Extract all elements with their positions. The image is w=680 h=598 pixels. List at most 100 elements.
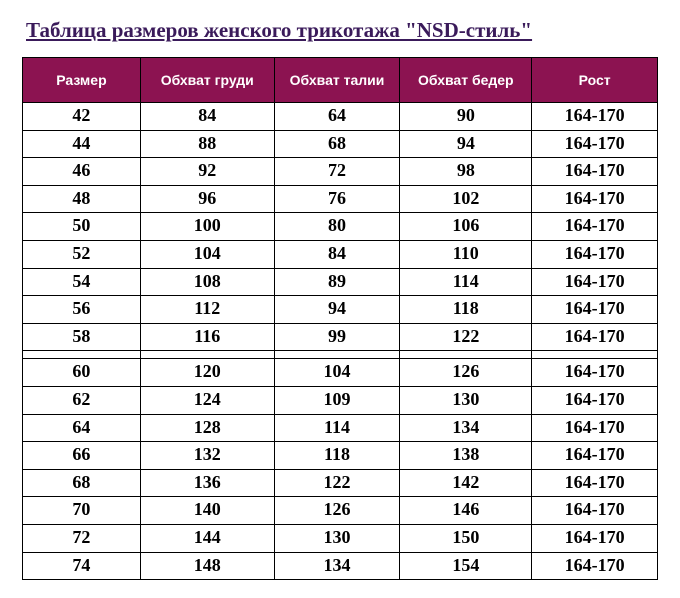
table-cell: 68 <box>23 469 141 497</box>
table-cell: 120 <box>140 359 274 387</box>
table-cell: 118 <box>274 442 400 470</box>
table-row: 44886894164-170 <box>23 130 658 158</box>
table-cell: 130 <box>274 524 400 552</box>
table-cell: 164-170 <box>532 240 658 268</box>
table-cell: 148 <box>140 552 274 580</box>
table-cell: 164-170 <box>532 524 658 552</box>
table-cell: 84 <box>274 240 400 268</box>
table-cell: 110 <box>400 240 532 268</box>
table-cell: 124 <box>140 386 274 414</box>
table-body: 42846490164-17044886894164-1704692729816… <box>23 103 658 580</box>
table-cell: 134 <box>400 414 532 442</box>
table-cell: 64 <box>274 103 400 131</box>
table-cell: 118 <box>400 296 532 324</box>
table-cell: 72 <box>23 524 141 552</box>
table-cell: 164-170 <box>532 469 658 497</box>
table-cell: 70 <box>23 497 141 525</box>
table-cell: 74 <box>23 552 141 580</box>
header-row: Размер Обхват груди Обхват талии Обхват … <box>23 58 658 103</box>
table-cell: 66 <box>23 442 141 470</box>
table-row: 68136122142164-170 <box>23 469 658 497</box>
table-cell: 99 <box>274 323 400 351</box>
table-cell: 114 <box>274 414 400 442</box>
col-hips: Обхват бедер <box>400 58 532 103</box>
table-cell: 68 <box>274 130 400 158</box>
table-cell: 122 <box>274 469 400 497</box>
table-row: 62124109130164-170 <box>23 386 658 414</box>
table-row: 5010080106164-170 <box>23 213 658 241</box>
table-cell: 94 <box>400 130 532 158</box>
table-cell: 96 <box>140 185 274 213</box>
table-cell: 164-170 <box>532 268 658 296</box>
table-cell: 80 <box>274 213 400 241</box>
table-cell: 164-170 <box>532 103 658 131</box>
table-cell: 134 <box>274 552 400 580</box>
table-cell: 164-170 <box>532 497 658 525</box>
table-row: 5811699122164-170 <box>23 323 658 351</box>
table-row: 74148134154164-170 <box>23 552 658 580</box>
table-cell: 58 <box>23 323 141 351</box>
table-cell: 164-170 <box>532 442 658 470</box>
gap-cell <box>532 351 658 359</box>
table-cell: 138 <box>400 442 532 470</box>
table-cell: 50 <box>23 213 141 241</box>
table-row: 64128114134164-170 <box>23 414 658 442</box>
table-cell: 112 <box>140 296 274 324</box>
table-cell: 164-170 <box>532 323 658 351</box>
table-cell: 140 <box>140 497 274 525</box>
col-height: Рост <box>532 58 658 103</box>
table-cell: 76 <box>274 185 400 213</box>
table-cell: 89 <box>274 268 400 296</box>
table-cell: 54 <box>23 268 141 296</box>
table-row: 60120104126164-170 <box>23 359 658 387</box>
table-cell: 150 <box>400 524 532 552</box>
table-cell: 116 <box>140 323 274 351</box>
gap-row <box>23 351 658 359</box>
table-cell: 100 <box>140 213 274 241</box>
table-cell: 94 <box>274 296 400 324</box>
table-cell: 114 <box>400 268 532 296</box>
table-cell: 126 <box>400 359 532 387</box>
table-row: 66132118138164-170 <box>23 442 658 470</box>
table-cell: 164-170 <box>532 552 658 580</box>
table-cell: 90 <box>400 103 532 131</box>
table-cell: 106 <box>400 213 532 241</box>
table-cell: 88 <box>140 130 274 158</box>
table-row: 72144130150164-170 <box>23 524 658 552</box>
table-cell: 122 <box>400 323 532 351</box>
table-cell: 64 <box>23 414 141 442</box>
table-cell: 136 <box>140 469 274 497</box>
col-size: Размер <box>23 58 141 103</box>
table-row: 5611294118164-170 <box>23 296 658 324</box>
table-row: 489676102164-170 <box>23 185 658 213</box>
gap-cell <box>274 351 400 359</box>
table-cell: 104 <box>140 240 274 268</box>
table-row: 42846490164-170 <box>23 103 658 131</box>
table-cell: 144 <box>140 524 274 552</box>
gap-cell <box>140 351 274 359</box>
table-cell: 126 <box>274 497 400 525</box>
table-cell: 84 <box>140 103 274 131</box>
table-row: 5210484110164-170 <box>23 240 658 268</box>
table-cell: 164-170 <box>532 185 658 213</box>
table-cell: 108 <box>140 268 274 296</box>
table-cell: 164-170 <box>532 213 658 241</box>
table-cell: 154 <box>400 552 532 580</box>
table-cell: 128 <box>140 414 274 442</box>
table-cell: 132 <box>140 442 274 470</box>
table-cell: 42 <box>23 103 141 131</box>
table-cell: 98 <box>400 158 532 186</box>
table-cell: 92 <box>140 158 274 186</box>
table-cell: 62 <box>23 386 141 414</box>
table-cell: 164-170 <box>532 359 658 387</box>
table-cell: 164-170 <box>532 296 658 324</box>
col-chest: Обхват груди <box>140 58 274 103</box>
col-waist: Обхват талии <box>274 58 400 103</box>
table-cell: 60 <box>23 359 141 387</box>
table-cell: 164-170 <box>532 130 658 158</box>
table-cell: 164-170 <box>532 386 658 414</box>
table-cell: 164-170 <box>532 158 658 186</box>
table-cell: 104 <box>274 359 400 387</box>
table-cell: 130 <box>400 386 532 414</box>
table-row: 70140126146164-170 <box>23 497 658 525</box>
